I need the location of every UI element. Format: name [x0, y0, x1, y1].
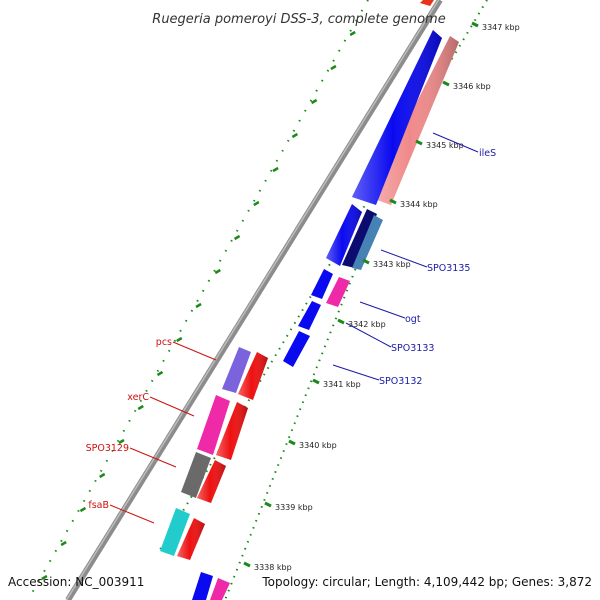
minor-tick	[156, 370, 164, 377]
minor-tick	[272, 166, 279, 173]
kbp-tick	[243, 561, 251, 568]
gene-spo3135-dark	[342, 209, 377, 268]
kbp-tick	[337, 318, 345, 325]
gene-label-spo3132: SPO3132	[379, 376, 422, 387]
minor-tick	[137, 404, 144, 411]
genome-title: Ruegeria pomeroyi DSS-3, complete genome	[152, 12, 445, 27]
kbp-label: 3345 kbp	[426, 141, 464, 150]
gene-label-iles: ileS	[479, 148, 496, 159]
minor-tick	[79, 506, 87, 513]
gene-fsaB	[160, 508, 190, 556]
gene-leader-line	[129, 447, 177, 468]
kbp-label: 3346 kbp	[453, 82, 491, 91]
gene-blue-b	[311, 269, 333, 299]
minor-tick	[214, 268, 221, 275]
minor-tick	[118, 438, 125, 445]
gene-leader-line	[345, 322, 392, 348]
gene-spo3129	[181, 452, 211, 498]
kbp-label: 3339 kbp	[275, 503, 313, 512]
gene-leader-line	[172, 341, 217, 361]
gene-red-b-shade	[216, 402, 248, 460]
minor-ticks	[41, 30, 356, 581]
gene-leader-line	[149, 396, 195, 417]
gene-label-xerc: xerC	[127, 392, 149, 403]
genome-backbone	[65, 0, 443, 600]
kbp-tick	[362, 258, 370, 265]
accession-text: Accession: NC_003911	[8, 575, 144, 589]
forward-strand-genes	[192, 0, 459, 600]
gene-bottom-pink	[210, 578, 230, 600]
minor-tick	[349, 30, 356, 37]
reverse-strand-genes	[160, 347, 268, 560]
minor-tick	[233, 234, 241, 241]
minor-tick	[195, 302, 202, 309]
kbp-tick	[389, 198, 397, 205]
minor-tick	[253, 200, 260, 207]
gene-red-c-shade	[197, 460, 226, 503]
gene-label-ogt: ogt	[405, 314, 421, 325]
gene-blue-c	[298, 301, 321, 330]
minor-tick	[99, 472, 106, 479]
kbp-tick	[471, 21, 479, 28]
minor-tick	[330, 64, 337, 71]
gene-block-top	[420, 0, 434, 6]
minor-tick	[176, 336, 183, 343]
kbp-label: 3338 kbp	[254, 563, 292, 572]
gene-leader-line	[380, 249, 428, 268]
gene-label-fsab: fsaB	[88, 500, 109, 511]
gene-large-blue-shade	[352, 30, 442, 205]
kbp-tick	[288, 439, 296, 446]
gene-label-spo3129: SPO3129	[86, 443, 129, 454]
minor-tick	[291, 132, 299, 139]
gene-xerC	[197, 395, 230, 455]
gene-pcs	[222, 347, 251, 393]
gene-labels: ileS SPO3135 ogt SPO3133 SPO3132 pcs xerC SPO31…	[86, 132, 496, 524]
topology-summary: Topology: circular; Length: 4,109,442 bp…	[261, 575, 592, 589]
kbp-label: 3340 kbp	[299, 441, 337, 450]
gene-bottom-blue	[192, 572, 213, 600]
kbp-scale: 3338 kbp 3339 kbp 3340 kbp 3341 kbp 3342 kbp…	[243, 21, 520, 572]
kbp-tick	[264, 501, 272, 508]
gene-ogt	[326, 277, 350, 307]
gene-leader-line	[332, 364, 380, 381]
gene-red-d-shade	[177, 518, 205, 560]
gene-label-spo3133: SPO3133	[391, 343, 434, 354]
kbp-tick	[415, 139, 423, 146]
gene-red-a-shade	[238, 352, 268, 400]
gene-leader-line	[359, 301, 406, 319]
gene-blue-a-shade	[326, 204, 362, 266]
gene-label-spo3135: SPO3135	[427, 263, 470, 274]
minor-tick	[41, 574, 48, 581]
kbp-label: 3341 kbp	[323, 380, 361, 389]
gene-leader-line	[432, 132, 479, 153]
kbp-tick	[312, 378, 320, 385]
kbp-label: 3342 kbp	[348, 320, 386, 329]
gene-leader-line	[109, 504, 155, 524]
minor-tick	[310, 98, 318, 105]
minor-tick	[60, 540, 67, 547]
kbp-label: 3347 kbp	[482, 23, 520, 32]
gene-spo3132	[283, 331, 310, 367]
gene-spo3135-light	[352, 215, 383, 270]
kbp-tick	[442, 80, 450, 87]
gene-label-pcs: pcs	[156, 337, 172, 348]
kbp-label: 3343 kbp	[373, 260, 411, 269]
inner-dotted-scale	[27, 0, 369, 600]
kbp-label: 3344 kbp	[400, 200, 438, 209]
